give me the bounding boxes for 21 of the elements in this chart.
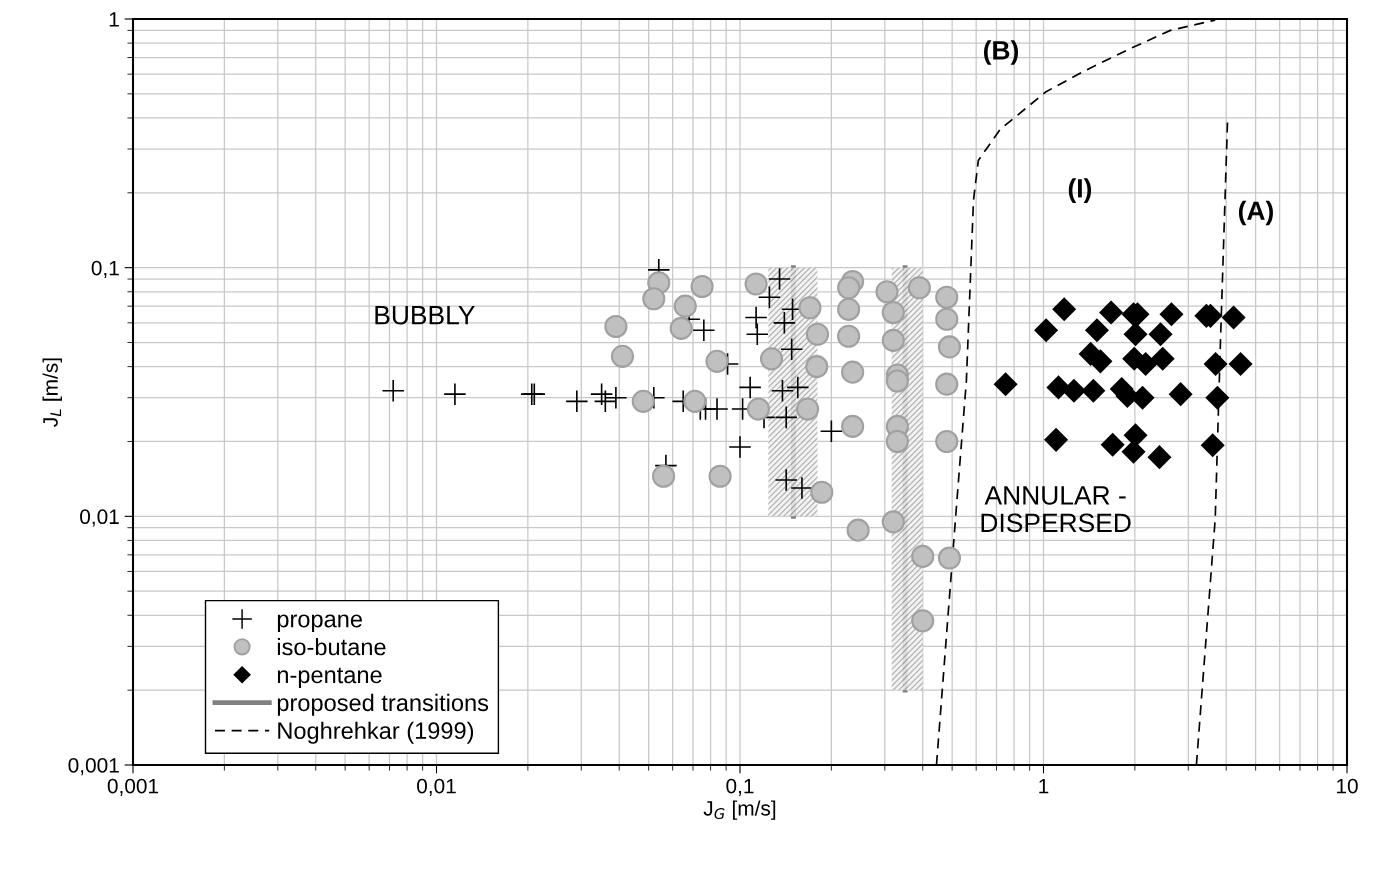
legend-label: iso-butane [277, 638, 386, 656]
legend-label: proposed transitions [277, 693, 489, 716]
annotation: (B) [984, 40, 1019, 65]
annotation: ANNULAR - DISPERSED [981, 486, 1131, 533]
annotation: (I) [1068, 178, 1092, 203]
legend-label: Noghrehkar (1999) [278, 721, 474, 744]
y-tick-label: 0,001 [68, 758, 119, 776]
x-tick-label: 0,1 [726, 778, 754, 796]
x-axis-title: J$_{G}$ [m/s] [703, 800, 776, 820]
x-tick-label: 10 [1337, 778, 1358, 794]
annotation: (A) [1238, 200, 1273, 226]
x-tick-label: 0,01 [417, 778, 456, 796]
x-tick-label: 0,001 [107, 778, 159, 796]
y-tick-label: 0,01 [80, 509, 119, 527]
x-tick-label: 1 [1039, 778, 1049, 794]
legend-label: propane [277, 614, 362, 633]
y-tick-label: 0,1 [91, 260, 119, 278]
legend-label: n-pentane [277, 667, 382, 688]
y-tick-label: 1 [109, 12, 119, 27]
annotation: BUBBLY [375, 306, 475, 325]
y-axis-title: J$_{L}$ [m/s] [42, 358, 62, 427]
